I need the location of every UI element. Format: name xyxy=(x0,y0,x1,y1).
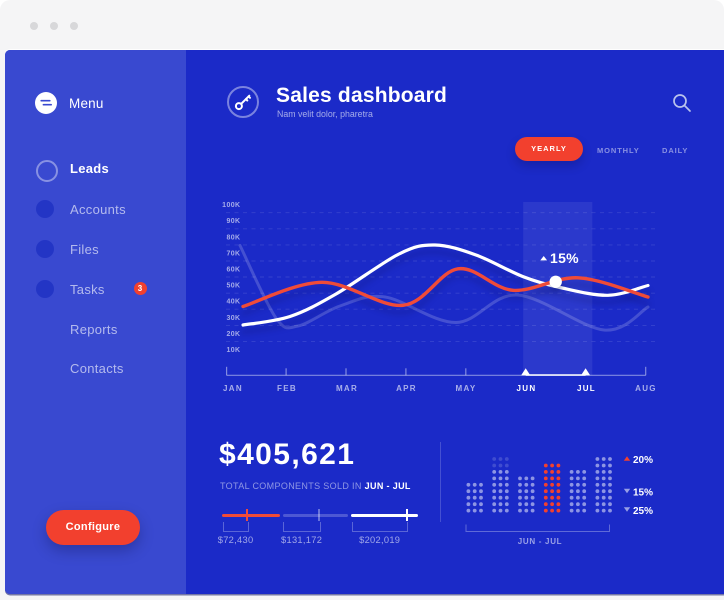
svg-text:15%: 15% xyxy=(633,488,653,499)
svg-text:30K: 30K xyxy=(226,315,240,322)
svg-text:90K: 90K xyxy=(226,218,240,225)
svg-text:60K: 60K xyxy=(226,267,240,274)
svg-text:80K: 80K xyxy=(226,234,240,241)
svg-text:AUG: AUG xyxy=(635,384,657,393)
svg-text:25%: 25% xyxy=(633,506,653,517)
svg-text:MAR: MAR xyxy=(336,384,358,393)
svg-text:50K: 50K xyxy=(226,283,240,290)
svg-text:70K: 70K xyxy=(226,250,240,257)
svg-text:20%: 20% xyxy=(633,455,653,466)
svg-text:15%: 15% xyxy=(550,250,579,266)
svg-text:10K: 10K xyxy=(226,347,240,354)
svg-text:100K: 100K xyxy=(222,202,240,209)
svg-text:FEB: FEB xyxy=(277,384,297,393)
svg-text:40K: 40K xyxy=(226,299,240,306)
svg-text:JUN: JUN xyxy=(517,384,537,393)
svg-text:APR: APR xyxy=(396,384,417,393)
svg-text:JUL: JUL xyxy=(577,384,596,393)
svg-text:JUN - JUL: JUN - JUL xyxy=(518,537,563,546)
svg-text:20K: 20K xyxy=(226,331,240,338)
svg-text:JAN: JAN xyxy=(223,384,243,393)
svg-text:MAY: MAY xyxy=(456,384,477,393)
